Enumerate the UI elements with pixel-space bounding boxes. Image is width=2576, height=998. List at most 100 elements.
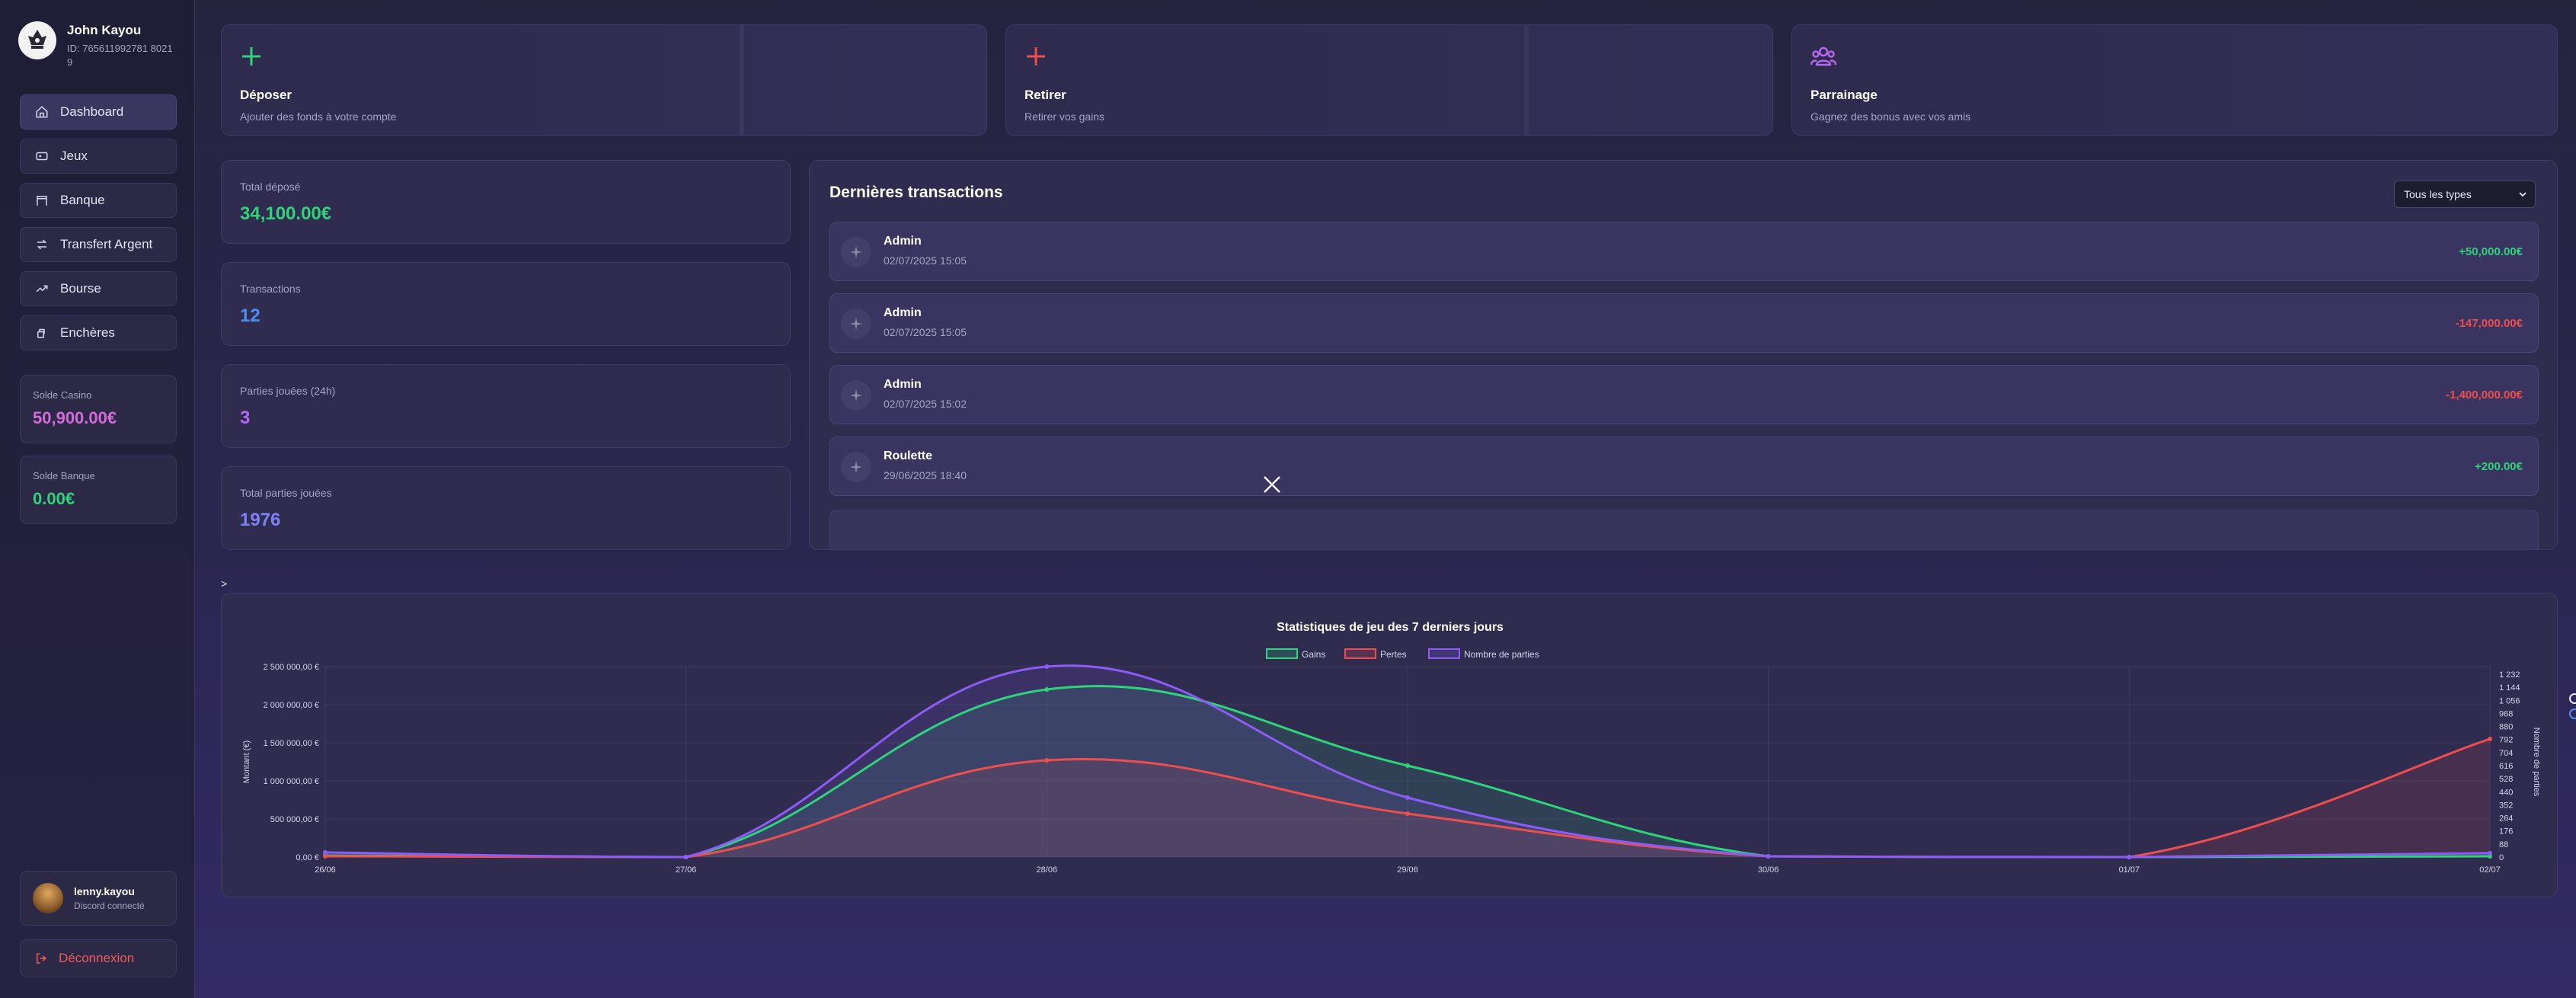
data-point xyxy=(1766,853,1771,859)
y2-tick-label: 880 xyxy=(2499,723,2513,732)
withdraw-subtitle: Retirer vos gains xyxy=(1024,110,1105,123)
y2-axis-label: Nombre de parties xyxy=(2532,728,2541,797)
data-point xyxy=(1044,687,1050,692)
plus-icon xyxy=(1024,45,1754,71)
transaction-row[interactable]: Admin 02/07/2025 15:02 -1,400,000.00€ xyxy=(829,365,2539,424)
sidebar-item-encheres[interactable]: Enchères xyxy=(20,315,177,350)
data-point xyxy=(2488,850,2492,856)
total-games-card: Total parties jouées 1976 xyxy=(221,466,791,550)
referral-title: Parrainage xyxy=(1811,88,1878,102)
transaction-row[interactable]: Admin 02/07/2025 15:05 +50,000.00€ xyxy=(829,222,2539,281)
close-icon[interactable] xyxy=(1261,474,1283,495)
data-point xyxy=(2127,855,2132,859)
y2-tick-label: 1 232 xyxy=(2499,670,2520,680)
y2-tick-label: 440 xyxy=(2499,788,2513,797)
referral-subtitle: Gagnez des bonus avec vos amis xyxy=(1811,110,1971,123)
transaction-amount: +50,000.00€ xyxy=(2459,245,2523,258)
stat-label: Total déposé xyxy=(240,181,301,193)
collapse-toggle[interactable]: > xyxy=(221,577,228,590)
sidebar-item-transfert-argent[interactable]: Transfert Argent xyxy=(20,227,177,262)
y2-tick-label: 176 xyxy=(2499,827,2513,836)
sidebar-item-bourse[interactable]: Bourse xyxy=(20,271,177,306)
y2-tick-label: 264 xyxy=(2499,814,2513,824)
chevron-down-icon xyxy=(2519,192,2526,197)
transaction-type-select[interactable]: Tous les types xyxy=(2394,181,2536,208)
deposit-subtitle: Ajouter des fonds à votre compte xyxy=(240,110,397,123)
sidebar-item-label: Jeux xyxy=(60,149,88,163)
profile-id: ID: 765611992781 80219 xyxy=(67,43,173,68)
x-tick-label: 02/07 xyxy=(2479,865,2501,875)
edge-widget-icon[interactable] xyxy=(2567,689,2576,725)
y2-tick-label: 1 056 xyxy=(2499,696,2520,705)
legend-label: Nombre de parties xyxy=(1464,649,1539,660)
stat-value: 3 xyxy=(240,408,251,428)
sidebar-nav: Dashboard Jeux Banque Transfert Argent B… xyxy=(20,94,177,360)
sparkle-icon xyxy=(841,237,871,267)
logout-button[interactable]: Déconnexion xyxy=(20,939,177,977)
deposit-title: Déposer xyxy=(240,88,292,102)
y2-tick-label: 88 xyxy=(2499,840,2508,849)
trend-icon xyxy=(34,281,50,296)
profile-name: John Kayou xyxy=(67,23,142,37)
avatar xyxy=(18,21,56,59)
x-tick-label: 27/06 xyxy=(676,865,697,875)
sidebar-item-banque[interactable]: Banque xyxy=(20,183,177,218)
home-icon xyxy=(34,104,50,120)
casino-balance-value: 50,900.00€ xyxy=(33,408,117,427)
transaction-amount: -147,000.00€ xyxy=(2455,317,2523,330)
stat-value: 34,100.00€ xyxy=(240,203,332,224)
casino-balance-label: Solde Casino xyxy=(33,389,92,401)
total-deposited-card: Total déposé 34,100.00€ xyxy=(221,160,791,244)
transaction-row[interactable]: Roulette 29/06/2025 18:40 +200.00€ xyxy=(829,437,2539,496)
stat-label: Parties jouées (24h) xyxy=(240,385,336,397)
sparkle-icon xyxy=(841,452,871,482)
data-point xyxy=(1044,664,1050,669)
legend-swatch xyxy=(1428,648,1460,659)
series-area-0 xyxy=(325,686,2490,857)
y2-tick-label: 968 xyxy=(2499,709,2513,718)
y2-tick-label: 704 xyxy=(2499,749,2513,758)
user-status: Discord connecté xyxy=(74,900,145,911)
sidebar-item-dashboard[interactable]: Dashboard xyxy=(20,94,177,130)
y2-tick-label: 1 144 xyxy=(2499,683,2520,693)
legend-label: Gains xyxy=(1302,649,1325,660)
plus-icon xyxy=(240,45,968,71)
legend-swatch xyxy=(1344,648,1376,659)
x-tick-label: 29/06 xyxy=(1397,865,1418,875)
deposit-card[interactable]: Déposer Ajouter des fonds à votre compte xyxy=(221,24,987,136)
sidebar-item-label: Transfert Argent xyxy=(60,237,153,251)
referral-card[interactable]: Parrainage Gagnez des bonus avec vos ami… xyxy=(1791,24,2558,136)
data-point xyxy=(1405,795,1410,800)
gamepad-icon xyxy=(34,149,50,164)
legend-swatch xyxy=(1266,648,1298,659)
legend-label: Pertes xyxy=(1380,649,1407,660)
transactions-panel: Dernières transactions Tous les types Ad… xyxy=(809,160,2558,550)
y-tick-label: 1 000 000,00 € xyxy=(264,777,319,786)
transaction-name: Roulette xyxy=(884,449,932,462)
y-tick-label: 2 500 000,00 € xyxy=(264,663,319,672)
casino-balance-card: Solde Casino 50,900.00€ xyxy=(20,375,177,443)
sidebar-item-jeux[interactable]: Jeux xyxy=(20,139,177,174)
transactions-count-card: Transactions 12 xyxy=(221,262,791,346)
transaction-row[interactable]: Admin 02/07/2025 15:05 -147,000.00€ xyxy=(829,293,2539,353)
transactions-title: Dernières transactions xyxy=(829,184,1003,201)
user-avatar xyxy=(33,883,63,913)
stat-value: 12 xyxy=(240,305,260,326)
sparkle-icon xyxy=(841,309,871,339)
bank-balance-card: Solde Banque 0.00€ xyxy=(20,456,177,524)
series-area-2 xyxy=(325,665,2490,857)
transaction-amount: -1,400,000.00€ xyxy=(2446,389,2523,401)
chart-title: Statistiques de jeu des 7 derniers jours xyxy=(1277,621,1504,634)
series-area-1 xyxy=(325,739,2490,857)
discord-user-card[interactable]: lenny.kayou Discord connecté xyxy=(20,871,177,926)
logout-icon xyxy=(37,953,47,964)
transaction-row-partial xyxy=(829,510,2539,549)
transfer-icon xyxy=(34,237,50,252)
transaction-name: Admin xyxy=(884,235,922,248)
transaction-name: Admin xyxy=(884,378,922,391)
stat-label: Total parties jouées xyxy=(240,487,332,499)
x-tick-label: 01/07 xyxy=(2119,865,2140,875)
sparkle-icon xyxy=(841,380,871,411)
y2-tick-label: 0 xyxy=(2499,853,2504,862)
withdraw-card[interactable]: Retirer Retirer vos gains xyxy=(1005,24,1773,136)
